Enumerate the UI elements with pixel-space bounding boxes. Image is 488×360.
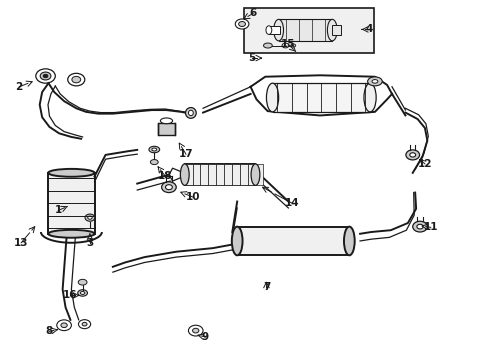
Bar [48, 173, 94, 234]
Bar [158, 123, 175, 135]
Ellipse shape [235, 19, 248, 29]
Bar [192, 164, 200, 185]
Ellipse shape [290, 44, 295, 47]
Text: 2: 2 [16, 82, 23, 92]
Ellipse shape [78, 279, 87, 285]
Ellipse shape [48, 169, 94, 177]
Ellipse shape [327, 19, 336, 41]
Text: 6: 6 [249, 8, 256, 18]
Bar [231, 164, 239, 185]
Bar [224, 164, 231, 185]
Ellipse shape [188, 110, 193, 116]
Text: 1: 1 [55, 206, 61, 216]
Bar [208, 164, 216, 185]
Ellipse shape [80, 292, 84, 294]
Text: 5: 5 [248, 53, 255, 63]
Ellipse shape [367, 77, 382, 86]
Bar [268, 26, 279, 35]
Ellipse shape [266, 83, 278, 112]
Ellipse shape [188, 325, 203, 336]
Ellipse shape [343, 226, 354, 255]
Ellipse shape [87, 216, 92, 219]
Ellipse shape [160, 118, 172, 124]
Ellipse shape [185, 108, 196, 118]
Ellipse shape [68, 73, 84, 86]
Ellipse shape [412, 221, 427, 232]
Text: 4: 4 [365, 24, 372, 35]
Ellipse shape [263, 43, 272, 48]
Ellipse shape [78, 320, 90, 329]
Ellipse shape [48, 230, 94, 238]
Ellipse shape [265, 26, 271, 35]
Ellipse shape [192, 328, 199, 333]
Ellipse shape [72, 76, 81, 83]
Ellipse shape [57, 320, 71, 330]
Bar [239, 164, 247, 185]
Text: 8: 8 [46, 326, 53, 336]
Ellipse shape [180, 164, 189, 185]
Ellipse shape [78, 290, 87, 296]
Bar [272, 83, 369, 112]
Ellipse shape [149, 146, 159, 153]
Text: 15: 15 [281, 40, 295, 49]
Text: 11: 11 [423, 222, 437, 232]
Ellipse shape [165, 185, 172, 190]
Bar [216, 164, 224, 185]
Ellipse shape [43, 74, 48, 78]
Ellipse shape [273, 19, 283, 41]
Text: 7: 7 [262, 282, 269, 292]
Ellipse shape [150, 159, 158, 165]
Bar [237, 226, 348, 255]
Text: 3: 3 [86, 238, 93, 248]
Ellipse shape [405, 150, 419, 160]
Text: 10: 10 [185, 192, 200, 202]
Ellipse shape [161, 182, 176, 193]
Ellipse shape [416, 224, 422, 229]
Text: 12: 12 [417, 159, 431, 169]
Ellipse shape [36, 69, 55, 83]
Ellipse shape [82, 322, 87, 326]
Bar [200, 164, 208, 185]
Bar [247, 164, 255, 185]
Ellipse shape [85, 214, 95, 221]
Ellipse shape [238, 22, 245, 27]
Bar [244, 8, 373, 53]
Ellipse shape [61, 323, 67, 328]
Bar [184, 164, 192, 185]
Ellipse shape [371, 80, 377, 83]
Ellipse shape [152, 148, 157, 151]
Ellipse shape [40, 72, 51, 80]
Text: 18: 18 [158, 171, 172, 181]
Bar [255, 164, 263, 185]
Ellipse shape [363, 83, 375, 112]
Bar [331, 25, 340, 36]
Bar [278, 19, 331, 41]
Ellipse shape [282, 43, 288, 48]
Text: 14: 14 [285, 198, 299, 208]
Ellipse shape [250, 164, 259, 185]
Ellipse shape [409, 153, 415, 157]
Text: 13: 13 [14, 238, 28, 248]
Text: 16: 16 [62, 291, 77, 301]
Text: 17: 17 [178, 149, 193, 159]
Ellipse shape [231, 226, 242, 255]
Text: 9: 9 [202, 332, 209, 342]
